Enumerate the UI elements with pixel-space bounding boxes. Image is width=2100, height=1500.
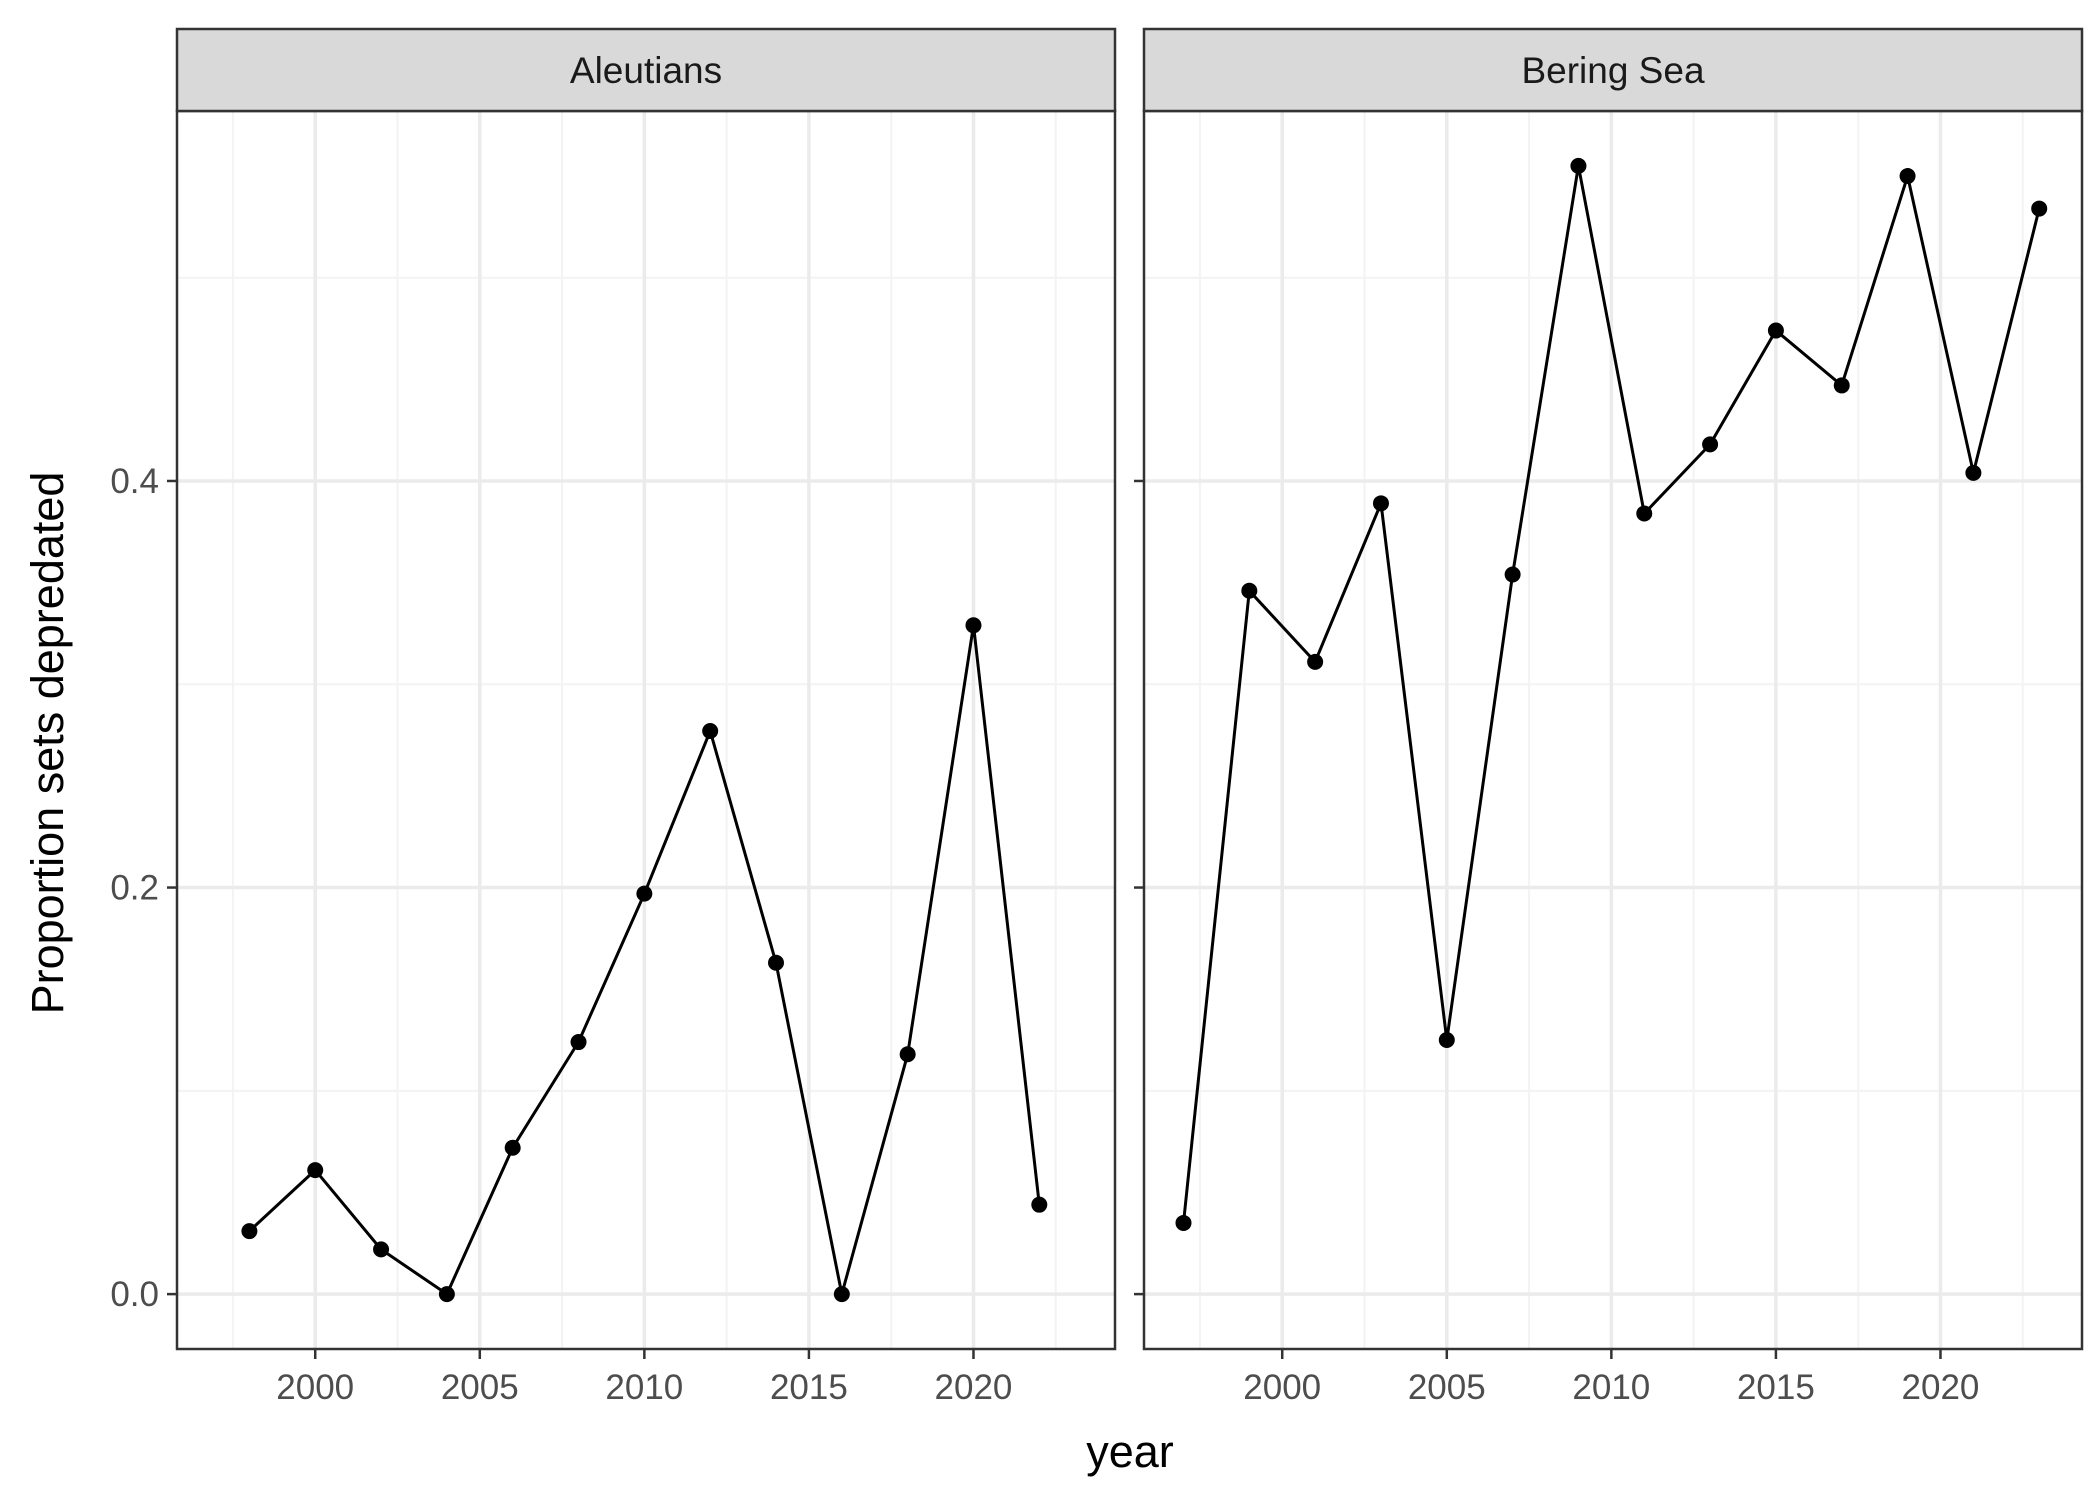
chart-panels: Aleutians 2000 2005 2010 2015 2020 0.0 0.2 0.4 Be… [110, 27, 2084, 1407]
data-point [1702, 436, 1719, 453]
x-tick-label: 2005 [441, 1368, 519, 1407]
data-point [570, 1034, 587, 1051]
facet-strip [175, 27, 1117, 113]
data-point [1307, 653, 1324, 670]
data-point [241, 1223, 258, 1240]
x-tick-label: 2010 [605, 1368, 683, 1407]
series-line [1182, 164, 2041, 1224]
x-tick-label: 2000 [1243, 1368, 1321, 1407]
facet-strip [1142, 27, 2084, 113]
y-tick-label: 0.0 [110, 1275, 159, 1314]
data-point [965, 617, 982, 634]
data-point [1636, 505, 1653, 522]
y-tick-label: 0.4 [110, 462, 159, 501]
data-point [1031, 1196, 1048, 1213]
data-point [1438, 1032, 1455, 1049]
x-tick-label: 2005 [1408, 1368, 1486, 1407]
data-point [438, 1286, 455, 1303]
data-point [1372, 495, 1389, 512]
data-point [307, 1162, 324, 1179]
facet-strip-label: Bering Sea [1521, 50, 1704, 91]
facet-panel-aleutians: Aleutians 2000 2005 2010 2015 2020 0.0 0.2 0.4 [110, 27, 1117, 1407]
x-tick-label: 2020 [935, 1368, 1013, 1407]
y-tick-label: 0.2 [110, 869, 159, 908]
data-point [1965, 464, 1982, 481]
data-point [768, 954, 785, 971]
x-tick-label: 2000 [276, 1368, 354, 1407]
x-tick-label: 2015 [770, 1368, 848, 1407]
data-point [1899, 168, 1916, 185]
data-point [1570, 157, 1587, 174]
facet-panel-bering-sea: Bering Sea 2000 2005 2010 2015 2020 [1134, 27, 2084, 1407]
data-point [636, 885, 653, 902]
data-point [833, 1286, 850, 1303]
x-tick-label: 2010 [1572, 1368, 1650, 1407]
data-point [1504, 566, 1521, 583]
data-point [1175, 1214, 1192, 1231]
x-tick-label: 2020 [1902, 1368, 1980, 1407]
facet-strip-label: Aleutians [570, 50, 722, 91]
y-axis-title: Proportion sets depredated [22, 472, 73, 1015]
data-point [1767, 322, 1784, 339]
data-point [2031, 200, 2048, 217]
data-point [702, 723, 719, 740]
data-point [373, 1241, 390, 1258]
data-point [1833, 377, 1850, 394]
x-tick-label: 2015 [1737, 1368, 1815, 1407]
data-point [504, 1139, 521, 1156]
x-axis-title: year [1086, 1426, 1174, 1477]
data-point [899, 1046, 916, 1063]
data-point [1241, 582, 1258, 599]
